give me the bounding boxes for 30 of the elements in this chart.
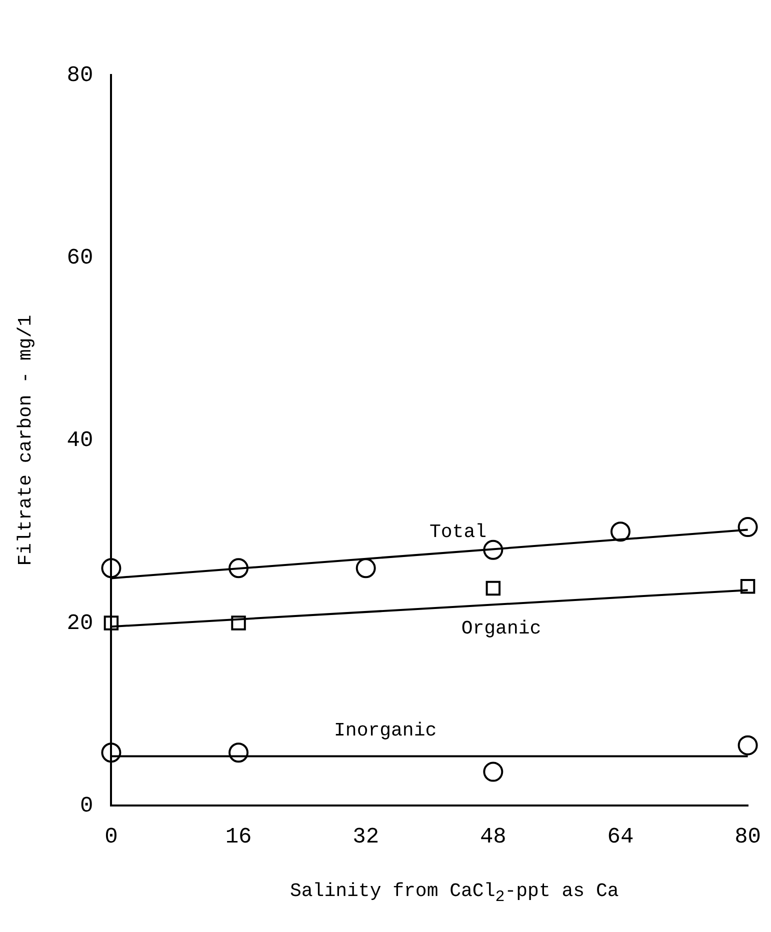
y-tick-label: 0 <box>80 793 94 818</box>
point <box>610 522 630 542</box>
y-tick-label: 20 <box>66 610 94 636</box>
x-axis-title: Salinity from CaCl$_{2}$-ppt as Ca <box>290 880 619 906</box>
point <box>483 540 504 560</box>
x-tick-label: 48 <box>480 824 506 850</box>
point <box>486 580 501 596</box>
x-tick-label: 32 <box>352 824 380 850</box>
point <box>738 735 758 756</box>
point <box>738 517 758 538</box>
y-tick-label: 80 <box>66 62 94 88</box>
x-tick-label: 80 <box>734 824 761 850</box>
x-tick-label: 16 <box>225 824 252 850</box>
point <box>101 558 122 578</box>
point <box>228 558 249 578</box>
y-axis-title: Filtrate carbon - mg/1 <box>14 314 36 566</box>
point <box>228 742 249 763</box>
y-tick-label: 60 <box>66 245 94 270</box>
y-tick-label: 40 <box>66 428 94 454</box>
point <box>104 616 119 630</box>
x-tick-label: 64 <box>607 824 634 850</box>
series-label: Inorganic <box>334 719 437 742</box>
x-tick-label: 0 <box>104 824 118 850</box>
point <box>740 579 756 594</box>
series-label: Organic <box>461 618 542 640</box>
point <box>356 558 376 578</box>
series-label: Total <box>430 521 487 544</box>
point <box>231 616 246 630</box>
point <box>483 762 504 782</box>
point <box>101 742 122 763</box>
